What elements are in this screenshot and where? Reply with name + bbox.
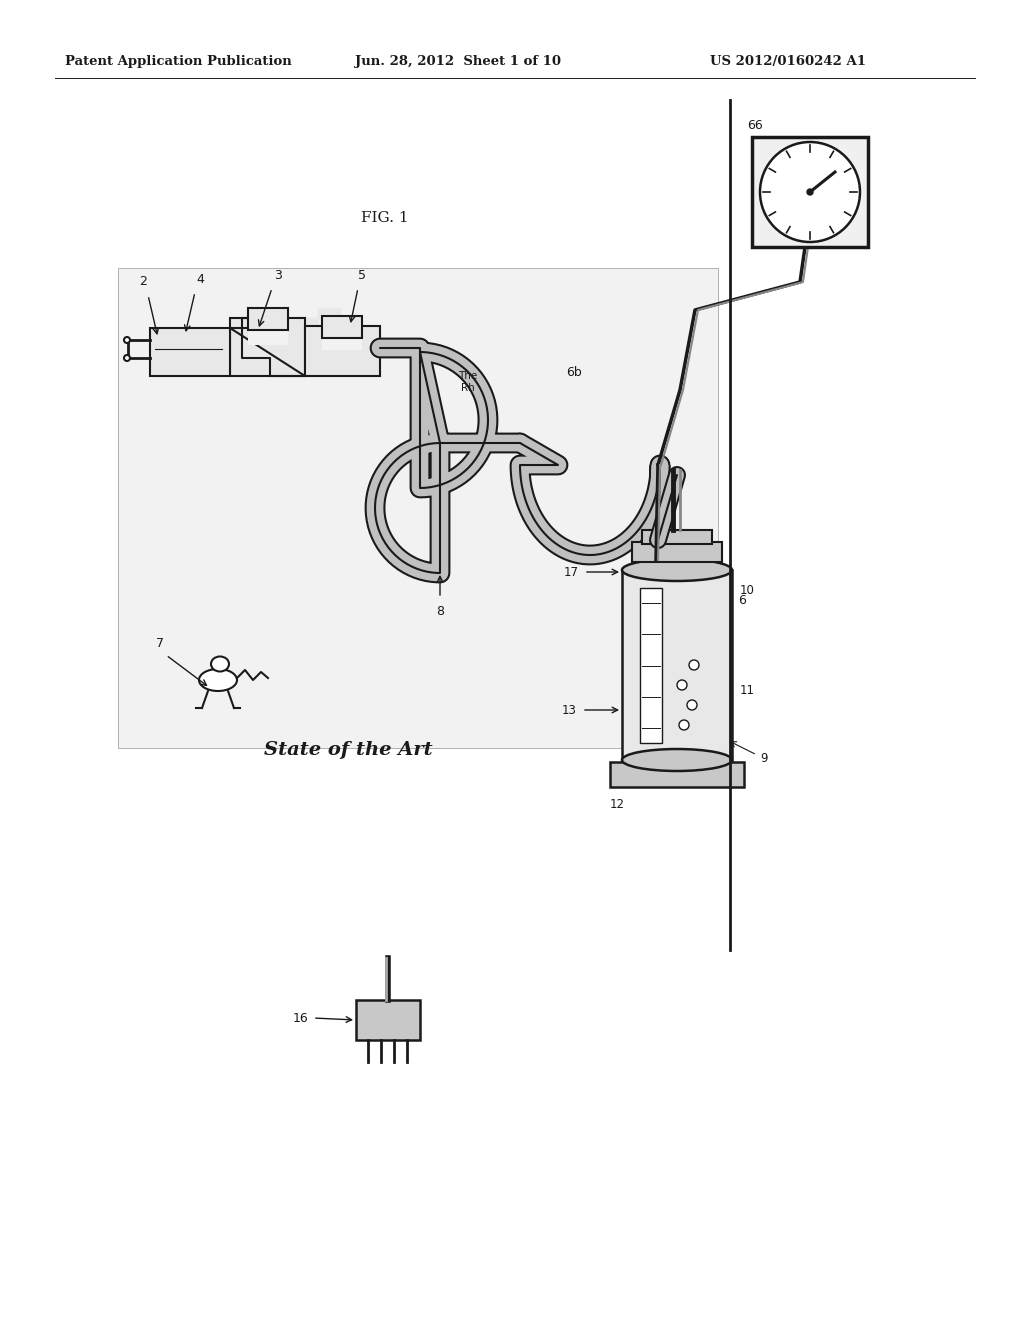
Text: 14: 14 [650,545,665,558]
Text: 2: 2 [139,275,146,288]
Text: 3: 3 [274,269,282,282]
Circle shape [124,337,130,343]
FancyBboxPatch shape [150,327,230,376]
FancyBboxPatch shape [230,318,305,376]
Text: 66: 66 [746,119,763,132]
Ellipse shape [211,656,229,672]
Text: Jun. 28, 2012  Sheet 1 of 10: Jun. 28, 2012 Sheet 1 of 10 [355,55,561,69]
Text: 8: 8 [436,605,444,618]
Text: Patent Application Publication: Patent Application Publication [65,55,292,69]
Text: 10: 10 [740,583,755,597]
FancyBboxPatch shape [305,326,380,376]
Text: 6: 6 [738,594,745,606]
FancyBboxPatch shape [322,338,362,350]
Polygon shape [305,308,380,376]
Text: 16: 16 [292,1011,308,1024]
Circle shape [677,680,687,690]
FancyBboxPatch shape [322,315,362,338]
Ellipse shape [622,558,732,581]
FancyBboxPatch shape [642,531,712,544]
Circle shape [689,660,699,671]
Ellipse shape [199,669,237,690]
Circle shape [760,143,860,242]
Text: 4: 4 [196,273,204,286]
FancyBboxPatch shape [632,543,722,562]
Text: The
Rh: The Rh [459,371,477,393]
Circle shape [124,355,130,360]
FancyBboxPatch shape [248,330,288,345]
Text: 5: 5 [358,269,366,282]
FancyBboxPatch shape [622,570,732,760]
Text: 12: 12 [609,799,625,810]
Polygon shape [230,318,305,376]
FancyBboxPatch shape [118,268,718,748]
Text: 6b: 6b [566,366,582,379]
Circle shape [679,719,689,730]
FancyBboxPatch shape [752,137,868,247]
Text: 7: 7 [156,638,164,649]
Text: US 2012/0160242 A1: US 2012/0160242 A1 [710,55,866,69]
Text: 18: 18 [689,545,703,558]
Text: 17: 17 [564,565,579,578]
FancyBboxPatch shape [610,762,744,787]
Text: 19: 19 [689,532,705,544]
Text: State of the Art: State of the Art [264,741,432,759]
FancyBboxPatch shape [356,1001,420,1040]
FancyBboxPatch shape [640,587,662,743]
FancyBboxPatch shape [248,308,288,330]
Circle shape [807,189,813,195]
Text: FIG. 1: FIG. 1 [361,211,409,224]
Text: 9: 9 [760,751,768,764]
Circle shape [687,700,697,710]
Text: 13: 13 [562,704,577,717]
Text: 15: 15 [650,528,665,541]
Text: 11: 11 [740,684,755,697]
Ellipse shape [622,748,732,771]
